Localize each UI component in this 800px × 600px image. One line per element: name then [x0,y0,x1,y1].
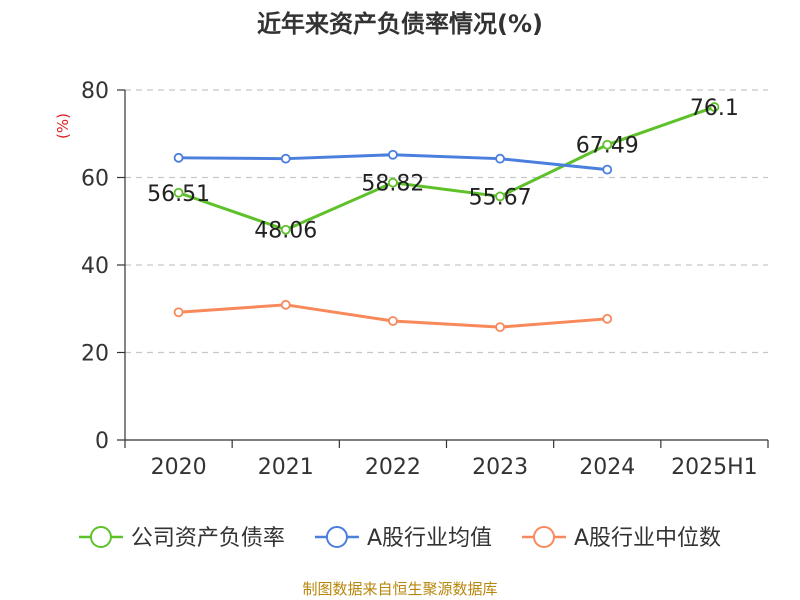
data-point[interactable] [173,152,184,163]
legend-item-1[interactable]: A股行业均值 [314,526,492,551]
x-tick-label: 2023 [472,455,528,480]
data-point[interactable] [495,191,505,202]
grid-lines [125,89,768,354]
legend[interactable]: 公司资产负债率 A股行业均值 A股行业中位数 [78,526,721,551]
data-labels: 56.51 48.06 58.82 55.67 67.49 76.1 [147,96,739,244]
series-2 [173,299,613,333]
data-point[interactable] [495,153,505,164]
legend-label: A股行业均值 [367,526,492,551]
data-point[interactable] [495,322,505,333]
legend-label: A股行业中位数 [574,526,721,551]
y-axis-unit-label: (%) [54,113,72,139]
data-label: 48.06 [254,219,317,244]
y-tick-label: 20 [81,342,109,367]
chart-title: 近年来资产负债率情况(%) [257,10,543,38]
series-line [177,105,716,232]
x-tick-label: 2020 [151,455,207,480]
data-point[interactable] [388,149,398,160]
data-point[interactable] [602,164,613,175]
data-point[interactable] [602,139,613,150]
y-tick-label: 0 [95,429,109,454]
legend-item-2[interactable]: A股行业中位数 [522,526,721,551]
data-point[interactable] [388,316,398,326]
x-tick-label: 2022 [365,455,421,480]
legend-circle-marker [325,526,348,548]
x-tick-label: 2021 [258,455,314,480]
data-point[interactable] [280,153,291,164]
y-tick-label: 40 [81,254,109,279]
series-0 [173,102,720,235]
x-tick-label: 2025H1 [671,455,758,480]
data-point[interactable] [709,102,720,112]
legend-circle-marker [533,526,556,548]
y-tick-label: 60 [81,167,109,192]
axes: 0 20 40 60 80 2020 2021 2022 2023 2024 2025H1 [81,79,769,480]
y-tick-label: 80 [81,79,109,104]
data-point[interactable] [280,299,291,310]
data-point[interactable] [173,307,184,318]
legend-circle-marker [89,526,112,548]
data-label: 58.82 [361,172,424,197]
legend-label: 公司资产负债率 [131,526,285,551]
legend-item-0[interactable]: 公司资产负债率 [78,526,285,551]
data-point[interactable] [280,224,291,235]
source-note: 制图数据来自恒生聚源数据库 [302,580,497,598]
data-point[interactable] [173,187,184,198]
data-label: 67.49 [576,134,639,159]
data-label: 55.67 [469,185,532,210]
x-tick-label: 2024 [579,455,635,480]
series-1 [173,149,613,175]
data-label: 56.51 [147,182,210,207]
data-point[interactable] [388,177,398,188]
data-point[interactable] [602,313,613,324]
series-lines [173,102,720,333]
data-label: 76.1 [690,96,739,121]
